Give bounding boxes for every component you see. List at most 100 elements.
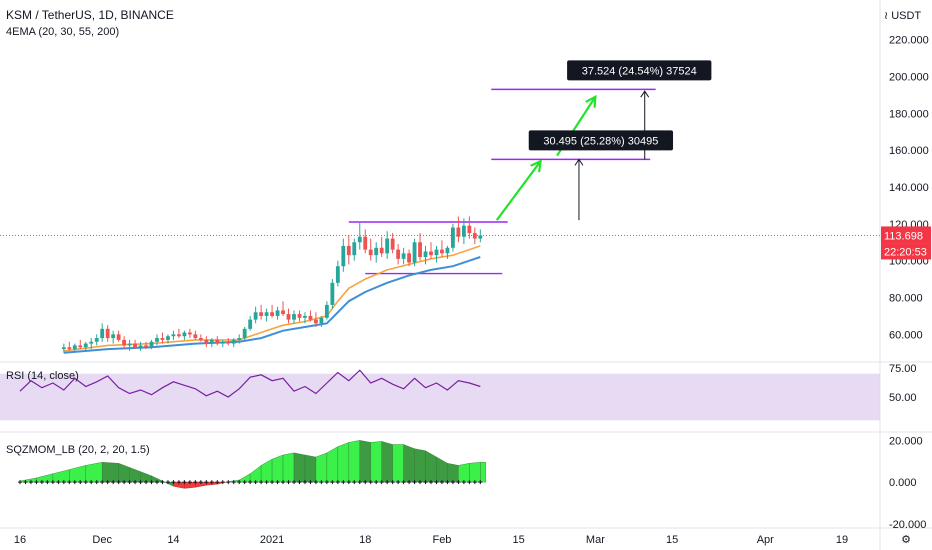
momentum-bar <box>348 440 360 483</box>
candle-body <box>472 233 477 239</box>
time-tick-label: Apr <box>757 534 774 546</box>
squeeze-dot <box>297 480 302 485</box>
squeeze-dot <box>171 480 176 485</box>
projection-arrow-head <box>530 159 542 173</box>
measure-arrow-head <box>574 158 584 166</box>
squeeze-dot <box>302 480 307 485</box>
momentum-bar <box>392 444 404 483</box>
momentum-bar <box>315 452 328 483</box>
squeeze-dot <box>100 480 105 485</box>
squeeze-dot <box>18 480 22 485</box>
candle-body <box>390 238 395 250</box>
squeeze-dot <box>264 480 269 485</box>
time-tick-label: 2021 <box>260 534 284 546</box>
target-label-1: 30.495 (25.28%) 30495 <box>528 130 674 151</box>
candle-body <box>314 319 318 324</box>
squeeze-dot <box>357 480 362 485</box>
squeeze-dot <box>423 480 428 485</box>
target-label-box <box>567 60 712 81</box>
candle-body <box>451 227 455 248</box>
squeeze-dot <box>341 480 346 485</box>
candle-body <box>335 266 340 283</box>
squeeze-dot <box>418 480 423 485</box>
squeeze-dot <box>144 480 149 485</box>
squeeze-dot <box>281 480 286 485</box>
squeeze-dot <box>313 480 318 485</box>
candle-body <box>374 247 379 256</box>
squeeze-dot <box>308 480 313 485</box>
price-tick-label: 180.000 <box>889 108 929 120</box>
candle-body <box>401 253 406 259</box>
squeeze-dot <box>412 480 417 485</box>
candle-body <box>198 338 203 340</box>
candle-body <box>396 249 401 259</box>
squeeze-dot <box>335 480 340 485</box>
momentum-bar <box>414 448 426 483</box>
momentum-bar <box>36 473 54 483</box>
time-tick-label: 15 <box>666 534 678 546</box>
candle-body <box>478 235 483 239</box>
candle-body <box>226 341 231 344</box>
squeeze-dot <box>39 480 44 485</box>
squeeze-dot <box>270 480 275 485</box>
squeeze-dot <box>204 480 209 485</box>
squeeze-dot <box>116 480 121 485</box>
squeeze-dot <box>374 480 379 485</box>
squeeze-dot <box>127 480 132 485</box>
candle-body <box>319 317 324 324</box>
price-tick-label: 80.000 <box>889 293 923 305</box>
squeeze-dot <box>138 480 143 485</box>
momentum-bar <box>118 463 130 483</box>
ema-legend: 4EMA (20, 30, 55, 200) <box>6 26 120 38</box>
last-price-badge <box>881 226 931 244</box>
squeeze-dot <box>368 480 373 485</box>
squeeze-dot <box>429 480 433 485</box>
price-tick-label: 160.000 <box>889 145 929 157</box>
momentum-bar <box>326 446 339 483</box>
candle-body <box>242 328 247 339</box>
squeeze-dot <box>155 480 159 485</box>
momentum-bar <box>458 463 470 483</box>
countdown-badge <box>881 243 931 260</box>
candle-body <box>385 238 390 254</box>
squeeze-dot <box>209 480 214 485</box>
candle-body <box>357 236 362 243</box>
candle-body <box>308 315 313 320</box>
candle-body <box>270 312 274 316</box>
candle-body <box>363 236 368 250</box>
candle-body <box>418 242 422 257</box>
momentum-bar <box>403 444 415 483</box>
projection-arrow-head <box>585 94 597 108</box>
rsi-tick-label: 75.00 <box>889 363 917 375</box>
candle-body <box>166 336 170 340</box>
squeeze-dot <box>226 480 231 485</box>
squeeze-dot <box>193 480 198 485</box>
time-tick-label: 16 <box>14 534 26 546</box>
momentum-bar <box>381 441 393 483</box>
squeeze-dot <box>61 480 66 485</box>
momentum-bar <box>436 456 448 483</box>
candle-body <box>78 345 83 348</box>
squeeze-dot <box>346 480 351 485</box>
candle-body <box>187 332 192 335</box>
projection-arrow <box>495 160 542 221</box>
squeeze-dot <box>319 480 324 485</box>
candle-body <box>253 312 258 320</box>
last-price-value: 113.698 <box>884 230 923 242</box>
candle-body <box>324 304 329 318</box>
candle-body <box>346 245 351 256</box>
candle-body <box>429 251 433 256</box>
price-tick-label: 200.000 <box>889 71 929 83</box>
candle-body <box>89 341 94 344</box>
squeeze-dot <box>94 480 99 485</box>
candle-body <box>182 332 187 337</box>
candle-body <box>231 339 236 344</box>
candle-body <box>138 345 143 348</box>
squeeze-dot <box>286 480 291 485</box>
squeeze-dot <box>401 480 406 485</box>
momentum-bar <box>293 452 306 483</box>
squeeze-dot <box>50 480 55 485</box>
candle-body <box>72 345 77 350</box>
candle-body <box>215 339 220 344</box>
